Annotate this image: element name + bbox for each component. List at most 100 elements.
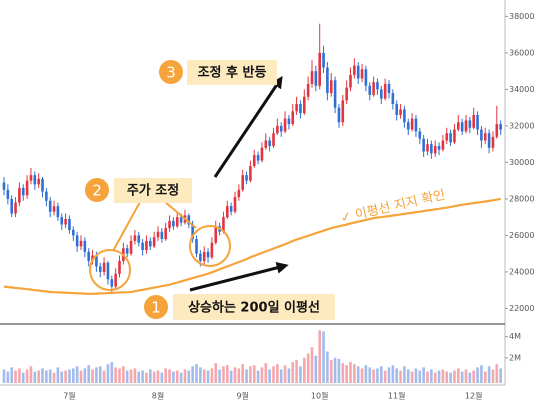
volume-bar <box>299 366 302 383</box>
candle-body <box>399 109 402 115</box>
volume-bar <box>410 371 414 383</box>
candle-body <box>110 279 114 287</box>
volume-bar <box>303 357 306 383</box>
candle-body <box>10 198 13 214</box>
candle-body <box>453 129 456 143</box>
volume-bar <box>118 368 121 383</box>
candle-body <box>464 120 468 132</box>
candle-body <box>133 235 137 241</box>
volume-bar <box>210 368 214 383</box>
volume-bar <box>222 366 225 383</box>
candle-body <box>56 206 60 218</box>
candle-body <box>18 187 21 203</box>
candle-body <box>172 220 175 227</box>
candle-body <box>168 220 171 229</box>
volume-bar <box>79 370 83 383</box>
volume-bar <box>68 369 71 383</box>
volume-bar <box>283 365 287 383</box>
volume-bar <box>368 367 372 383</box>
volume-bar <box>333 357 337 383</box>
volume-bar <box>364 365 368 383</box>
step-number: 1 <box>151 299 161 317</box>
candle-body <box>287 118 291 125</box>
volume-bar <box>87 365 90 383</box>
volume-bar <box>372 369 375 383</box>
volume-bar <box>418 370 422 383</box>
volume-bar <box>145 372 148 383</box>
volume-bar <box>256 370 260 383</box>
candle-body <box>360 69 364 79</box>
candle-body <box>276 125 279 134</box>
volume-bar <box>41 368 44 383</box>
candle-body <box>268 140 271 146</box>
volume-bar <box>179 372 183 383</box>
volume-bar <box>72 368 75 383</box>
volume-bar <box>75 366 79 383</box>
candle-body <box>106 262 110 280</box>
volume-bar <box>360 368 364 383</box>
volume-bar <box>106 364 110 383</box>
candle-body <box>333 80 337 108</box>
volume-bar <box>391 365 395 383</box>
volume-bar <box>2 369 6 383</box>
step-number: 2 <box>92 182 102 200</box>
volume-bar <box>483 371 487 383</box>
x-tick-label: 7월 <box>63 391 75 401</box>
volume-bar <box>152 371 156 383</box>
candle-body <box>79 240 83 247</box>
y-tick-label: 30000 <box>509 158 534 167</box>
volume-bar <box>168 369 171 383</box>
candle-body <box>314 71 318 86</box>
volume-bar <box>226 365 229 383</box>
candle-body <box>372 82 375 95</box>
volume-bar <box>191 366 194 383</box>
candle-body <box>229 206 233 212</box>
volume-bar <box>245 369 248 383</box>
candle-body <box>233 197 237 212</box>
label-box <box>114 178 192 203</box>
candle-body <box>341 100 345 123</box>
volume-bar <box>21 372 25 383</box>
frame <box>0 0 506 386</box>
volume-bar <box>64 370 67 383</box>
volume-bar <box>183 369 187 383</box>
volume-bar <box>25 369 29 383</box>
candle-body <box>418 131 422 139</box>
volume-bar <box>487 366 491 383</box>
candle-body <box>326 67 329 94</box>
candle-body <box>68 218 71 230</box>
volume-bar <box>218 369 221 383</box>
moving-average-line <box>3 197 501 295</box>
volume-bar <box>430 369 433 383</box>
volume-bar <box>460 371 464 383</box>
volume-bar <box>195 364 198 383</box>
volume-bar <box>133 368 137 383</box>
volume-bar <box>326 351 329 383</box>
candle-body <box>91 255 94 261</box>
volume-bar <box>318 330 321 383</box>
candle-body <box>45 191 48 201</box>
candle-body <box>499 124 502 130</box>
candle-body <box>430 144 433 154</box>
volume-bar <box>125 370 129 383</box>
support-note: ✓ 이평선 지지 확인 <box>339 188 447 227</box>
candle-body <box>75 235 79 247</box>
candle-body <box>480 129 483 141</box>
step-badge <box>85 178 109 202</box>
candle-body <box>87 251 90 261</box>
candle-body <box>187 215 191 225</box>
candle-body <box>226 206 229 218</box>
candle-body <box>14 202 17 214</box>
volume-bar <box>395 368 398 383</box>
volume-bar <box>202 369 206 383</box>
y-tick-label: 26000 <box>509 231 534 240</box>
candle-body <box>303 96 306 114</box>
volume-bar <box>83 368 87 383</box>
volume-bar <box>337 358 341 383</box>
volume-bar <box>295 359 298 383</box>
volume-bar <box>499 368 502 383</box>
volume-bar <box>468 372 472 383</box>
candle-body <box>152 237 156 247</box>
volume-bar <box>314 355 318 383</box>
volume-bar <box>37 370 40 383</box>
